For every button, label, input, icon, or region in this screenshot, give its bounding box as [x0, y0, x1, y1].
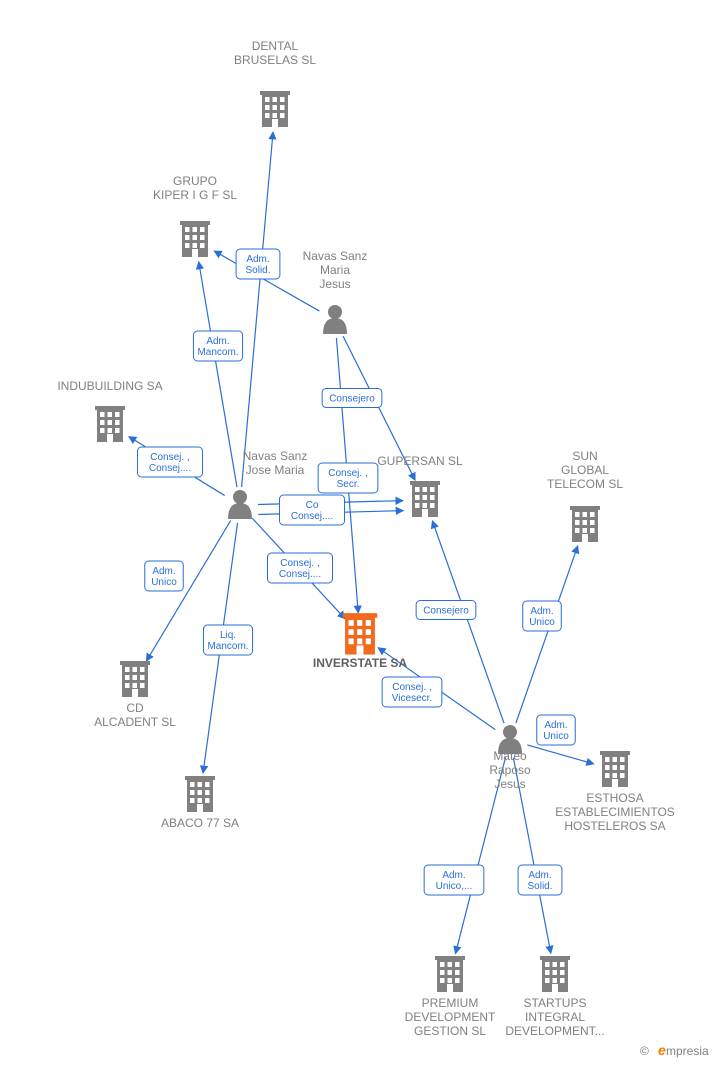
node-label: STARTUPS: [524, 996, 587, 1010]
node-gupersan[interactable]: GUPERSAN SL: [377, 454, 463, 517]
node-inverstate[interactable]: INVERSTATE SA: [313, 613, 408, 670]
building-icon: [185, 776, 215, 812]
nodes-layer: DENTALBRUSELAS SL GRUPOKIPER I G F SL Nava…: [57, 39, 674, 1038]
node-label: Jesus: [494, 777, 525, 791]
edge-label-text: Secr.: [337, 479, 360, 490]
logo-e: e: [658, 1042, 666, 1058]
edge-label-text: Mancom.: [207, 641, 248, 652]
edge-label-text: Consejero: [329, 394, 375, 405]
node-navas_mj[interactable]: Navas SanzMariaJesus: [303, 249, 368, 334]
edge-label-text: Vicesecr.: [392, 693, 432, 704]
edge-label-text: Solid.: [245, 265, 270, 276]
network-diagram: Adm.Solid.Adm.Mancom.ConsejeroConsej. ,C…: [0, 0, 728, 1070]
node-label: Jesus: [319, 277, 350, 291]
node-label: INVERSTATE SA: [313, 656, 408, 670]
edge-mateo-sun: [516, 546, 578, 723]
edge-label-text: Unico: [543, 731, 569, 742]
edge-label-text: Consej....: [291, 511, 333, 522]
node-label: Raposo: [489, 763, 531, 777]
node-dental[interactable]: DENTALBRUSELAS SL: [234, 39, 316, 127]
edge-label-text: Consej....: [279, 569, 321, 580]
node-label: DEVELOPMENT...: [505, 1024, 604, 1038]
edge-label-text: Consej. ,: [328, 468, 367, 479]
edge-label-text: Consej. ,: [280, 558, 319, 569]
edge-label-text: Liq.: [220, 630, 236, 641]
node-cd[interactable]: CDALCADENT SL: [94, 661, 176, 729]
node-label: HOSTELEROS SA: [564, 819, 665, 833]
node-kiper[interactable]: GRUPOKIPER I G F SL: [153, 174, 237, 257]
building-icon: [435, 956, 465, 992]
person-icon: [228, 490, 252, 519]
edge-label-text: Adm.: [442, 870, 465, 881]
building-icon: [180, 221, 210, 257]
node-label: GUPERSAN SL: [377, 454, 463, 468]
edge-label-text: Consejero: [423, 606, 469, 617]
building-icon: [600, 751, 630, 787]
node-label: ALCADENT SL: [94, 715, 176, 729]
node-label: GESTION SL: [414, 1024, 486, 1038]
node-label: Navas Sanz: [243, 449, 308, 463]
edge-label-text: Consej. ,: [150, 452, 189, 463]
footer: © empresia: [640, 1042, 709, 1058]
building-icon: [540, 956, 570, 992]
node-esthosa[interactable]: ESTHOSAESTABLECIMIENTOSHOSTELEROS SA: [555, 751, 675, 833]
edge-label-text: Solid.: [527, 881, 552, 892]
edge-label-text: Unico: [529, 617, 555, 628]
edge-label-text: Adm.: [152, 566, 175, 577]
building-icon: [570, 506, 600, 542]
node-sun[interactable]: SUNGLOBALTELECOM SL: [547, 449, 623, 542]
node-label: ESTHOSA: [586, 791, 643, 805]
node-label: INDUBUILDING SA: [57, 379, 162, 393]
building-icon: [260, 91, 290, 127]
node-label: SUN: [572, 449, 597, 463]
node-label: GRUPO: [173, 174, 217, 188]
building-icon: [120, 661, 150, 697]
node-label: BRUSELAS SL: [234, 53, 316, 67]
edge-label-text: Adm.: [246, 254, 269, 265]
node-label: TELECOM SL: [547, 477, 623, 491]
edge-label-text: Unico,...: [436, 881, 473, 892]
person-icon: [323, 305, 347, 334]
building-icon: [410, 481, 440, 517]
node-label: Jose Maria: [246, 463, 305, 477]
edge-label-text: Adm.: [544, 720, 567, 731]
node-premium[interactable]: PREMIUMDEVELOPMENTGESTION SL: [405, 956, 496, 1038]
node-mateo[interactable]: MateoRaposoJesus: [489, 725, 531, 791]
building-icon: [95, 406, 125, 442]
edge-label-text: Adm.: [530, 606, 553, 617]
node-label: Mateo: [493, 749, 527, 763]
node-label: CD: [126, 701, 144, 715]
building-icon: [343, 613, 378, 654]
node-label: Navas Sanz: [303, 249, 368, 263]
node-abaco[interactable]: ABACO 77 SA: [161, 776, 239, 830]
edge-navas_jm-dental: [242, 132, 273, 487]
edge-label-text: Adm.: [528, 870, 551, 881]
node-label: Maria: [320, 263, 350, 277]
node-indu[interactable]: INDUBUILDING SA: [57, 379, 162, 442]
node-label: ABACO 77 SA: [161, 816, 239, 830]
node-label: ESTABLECIMIENTOS: [555, 805, 675, 819]
logo-rest: mpresia: [666, 1044, 709, 1058]
edge-label-text: Mancom.: [197, 347, 238, 358]
node-label: DENTAL: [252, 39, 299, 53]
edge-label-text: Adm.: [206, 336, 229, 347]
node-label: PREMIUM: [422, 996, 479, 1010]
node-label: DEVELOPMENT: [405, 1010, 496, 1024]
edge-label-text: Consej. ,: [392, 682, 431, 693]
copyright-symbol: ©: [640, 1044, 649, 1058]
node-label: GLOBAL: [561, 463, 609, 477]
edge-mateo-esthosa: [527, 745, 594, 764]
node-label: KIPER I G F SL: [153, 188, 237, 202]
node-startups[interactable]: STARTUPSINTEGRALDEVELOPMENT...: [505, 956, 604, 1038]
edge-label-text: Consej....: [149, 463, 191, 474]
edge-navas_jm-kiper: [199, 262, 237, 488]
node-label: INTEGRAL: [525, 1010, 585, 1024]
edge-label-text: Unico: [151, 577, 177, 588]
edge-label-text: Co: [306, 500, 319, 511]
